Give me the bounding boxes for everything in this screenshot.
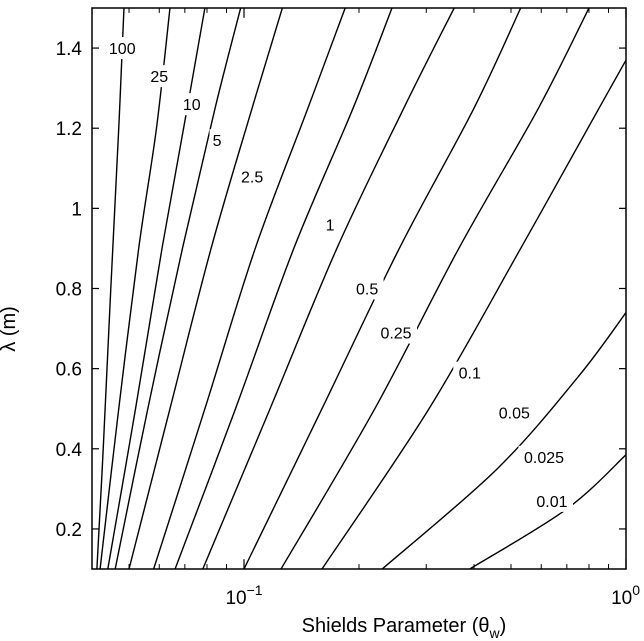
x-tick-label: 100 <box>611 582 640 609</box>
contour-line <box>99 8 171 569</box>
contour-label-bg <box>530 489 573 512</box>
contour-label-bg <box>209 129 225 152</box>
contour-label: 0.01 <box>536 494 567 511</box>
x-axis-label-main: Shields Parameter (θ <box>302 615 490 637</box>
contour-label-bg <box>350 277 384 300</box>
y-axis-label: λ (m) <box>0 306 20 352</box>
contour-label: 5 <box>213 133 222 150</box>
y-tick-label: 1.4 <box>56 39 83 60</box>
y-tick-label: 1 <box>71 199 82 220</box>
y-tick-labels: 0.2 0.4 0.6 0.8 1 1.2 1.4 <box>56 39 83 541</box>
contour-line <box>96 8 125 569</box>
y-tick-label: 1.2 <box>56 119 82 140</box>
contour-line <box>128 8 284 569</box>
contour-label: 0.05 <box>499 406 530 423</box>
contour-label: 0.025 <box>524 450 564 467</box>
contour-label-bg <box>179 93 204 116</box>
contour-label-bg <box>235 165 269 188</box>
contour-label: 0.5 <box>356 282 378 299</box>
contour-line <box>152 8 346 569</box>
contour-line <box>174 8 393 569</box>
x-axis-label: Shields Parameter (θw) <box>302 615 507 641</box>
x-axis-label-close: ) <box>500 615 507 637</box>
contour-line <box>107 8 206 569</box>
y-tick-label: 0.4 <box>56 440 83 461</box>
contour-label: 1 <box>326 217 335 234</box>
y-tick-label: 0.6 <box>56 360 82 381</box>
axis-ticks <box>92 8 627 569</box>
contour-line <box>321 59 626 569</box>
contour-label: 100 <box>109 41 136 58</box>
contour-line <box>243 8 522 569</box>
contour-line <box>114 8 242 569</box>
x-tick-labels: 10−1 100 <box>225 582 640 609</box>
contour-labels: 100 25 10 5 2.5 1 0.5 0.25 0.1 0.05 0.025 0.01 <box>105 37 573 512</box>
contour-label-bg <box>105 37 139 60</box>
x-tick-label: 10−1 <box>225 582 262 609</box>
contour-line <box>202 8 455 569</box>
contour-label-bg <box>322 213 338 236</box>
contour-label: 0.25 <box>380 326 411 343</box>
contour-label: 2.5 <box>241 169 263 186</box>
contour-label: 0.1 <box>459 366 481 383</box>
contour-label-bg <box>453 361 487 384</box>
contour-line <box>280 8 590 569</box>
contour-label-bg <box>518 445 570 468</box>
y-tick-label: 0.2 <box>56 520 82 541</box>
contour-label-bg <box>493 401 536 424</box>
contour-label-bg <box>147 65 172 88</box>
contour-label-bg <box>375 321 418 344</box>
contour-label: 25 <box>150 69 168 86</box>
contour-line <box>381 312 626 569</box>
contour-label: 10 <box>183 97 201 114</box>
x-axis-label-sub: w <box>489 625 501 641</box>
y-tick-label: 0.8 <box>56 280 82 301</box>
